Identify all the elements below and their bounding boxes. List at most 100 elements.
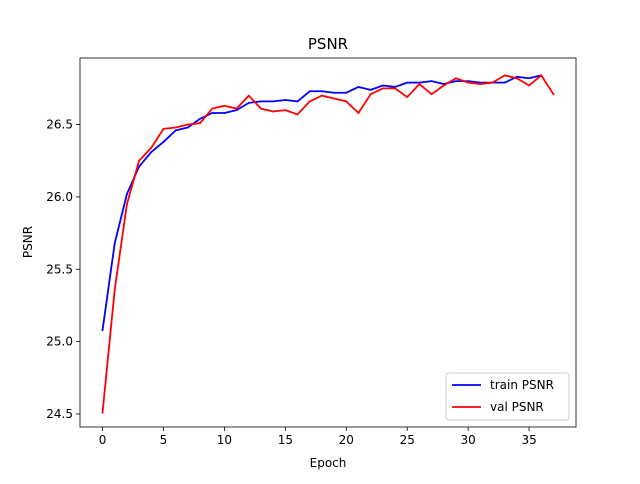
val-psnr-point (101, 411, 104, 414)
val-psnr-point (211, 107, 214, 110)
y-axis-ticks: 24.5 25.0 25.5 26.0 26.5 (46, 118, 80, 421)
val-psnr-point (418, 83, 421, 85)
val-psnr-point (321, 94, 323, 97)
train-psnr-point (357, 86, 360, 88)
val-psnr-point (235, 107, 238, 110)
val-psnr-point (540, 74, 543, 77)
train-psnr-point (418, 81, 421, 84)
val-psnr-point (174, 126, 177, 129)
x-tick-label: 10 (217, 433, 232, 447)
train-psnr-point (126, 193, 128, 195)
val-psnr-point (467, 81, 470, 84)
val-psnr-point (260, 107, 262, 110)
train-psnr-point (199, 117, 201, 120)
x-tick-label: 15 (278, 433, 293, 447)
val-psnr-point (113, 288, 116, 291)
x-tick-label: 25 (400, 433, 415, 447)
val-psnr-point (296, 113, 299, 116)
train-psnr-point (455, 80, 457, 83)
val-psnr-point (381, 87, 384, 90)
y-tick-label: 25.5 (46, 262, 73, 276)
train-psnr-point (503, 81, 506, 84)
val-psnr-point (357, 112, 360, 114)
x-tick-label: 30 (461, 433, 476, 447)
val-psnr-point (491, 81, 494, 84)
train-psnr-points (101, 74, 543, 331)
val-psnr-point (223, 104, 226, 107)
train-psnr-point (138, 165, 141, 168)
val-psnr-point (528, 84, 530, 87)
train-psnr-point (101, 329, 104, 331)
train-psnr-point (381, 84, 384, 87)
x-tick-label: 20 (339, 433, 354, 447)
val-psnr-point (479, 83, 482, 85)
y-tick-label: 24.5 (46, 407, 73, 421)
series-lines (101, 74, 555, 414)
val-psnr-point (308, 100, 311, 103)
train-psnr-point (333, 91, 335, 94)
val-psnr-point (186, 123, 189, 126)
val-psnr-point (430, 93, 433, 96)
val-psnr-point (199, 122, 201, 125)
val-psnr-point (442, 84, 445, 87)
train-psnr-point (162, 141, 165, 143)
val-psnr-point (272, 110, 275, 113)
train-psnr-point (284, 99, 287, 101)
train-psnr-point (211, 112, 214, 114)
val-psnr-point (333, 97, 335, 100)
val-psnr-point (162, 128, 165, 130)
val-psnr-points (101, 74, 555, 414)
chart-title: PSNR (308, 35, 348, 53)
val-psnr-point (406, 96, 409, 98)
train-psnr-point (479, 81, 482, 84)
val-psnr-point (503, 74, 506, 77)
y-tick-label: 26.0 (46, 190, 73, 204)
y-tick-label: 26.5 (46, 118, 73, 132)
val-psnr-point (150, 146, 153, 149)
plot-area: 0 5 10 15 20 25 30 35 24.5 25.0 25.5 26.0 26.5 (46, 57, 577, 447)
train-psnr-point (345, 91, 348, 94)
val-psnr-point (345, 100, 348, 103)
val-psnr-point (247, 94, 250, 97)
train-psnr-point (430, 80, 433, 83)
y-axis-label: PSNR (21, 226, 35, 258)
train-psnr-point (394, 86, 396, 88)
x-tick-label: 0 (99, 433, 107, 447)
train-psnr-point (321, 90, 323, 93)
train-psnr-point (308, 90, 311, 93)
train-psnr-point (186, 126, 189, 129)
val-psnr-point (138, 159, 141, 162)
train-psnr-point (406, 81, 409, 84)
val-psnr-point (369, 93, 372, 96)
val-psnr-point (552, 93, 555, 96)
train-psnr-point (235, 109, 238, 111)
plot-border (79, 57, 577, 428)
train-psnr-point (296, 100, 299, 103)
legend: train PSNR val PSNR (445, 372, 570, 421)
train-psnr-point (528, 77, 530, 80)
train-psnr-point (150, 151, 153, 153)
val-psnr-line (101, 74, 555, 414)
train-psnr-point (223, 112, 226, 114)
train-psnr-point (260, 100, 262, 103)
x-tick-label: 5 (160, 433, 168, 447)
train-psnr-point (113, 242, 116, 245)
val-psnr-point (394, 87, 396, 90)
legend-train-label: train PSNR (490, 378, 554, 392)
val-psnr-point (126, 203, 128, 206)
train-psnr-point (174, 129, 177, 132)
plot-frame (80, 58, 576, 427)
y-tick-label: 25.0 (46, 335, 73, 349)
legend-val-label: val PSNR (490, 400, 544, 414)
train-psnr-point (369, 88, 372, 91)
val-psnr-point (284, 109, 287, 111)
x-tick-label: 35 (521, 433, 536, 447)
train-psnr-point (272, 100, 275, 103)
val-psnr-point (515, 77, 518, 80)
x-axis-label: Epoch (310, 456, 347, 470)
val-psnr-point (455, 77, 457, 80)
x-axis-ticks: 0 5 10 15 20 25 30 35 (99, 427, 537, 447)
train-psnr-point (247, 101, 250, 104)
